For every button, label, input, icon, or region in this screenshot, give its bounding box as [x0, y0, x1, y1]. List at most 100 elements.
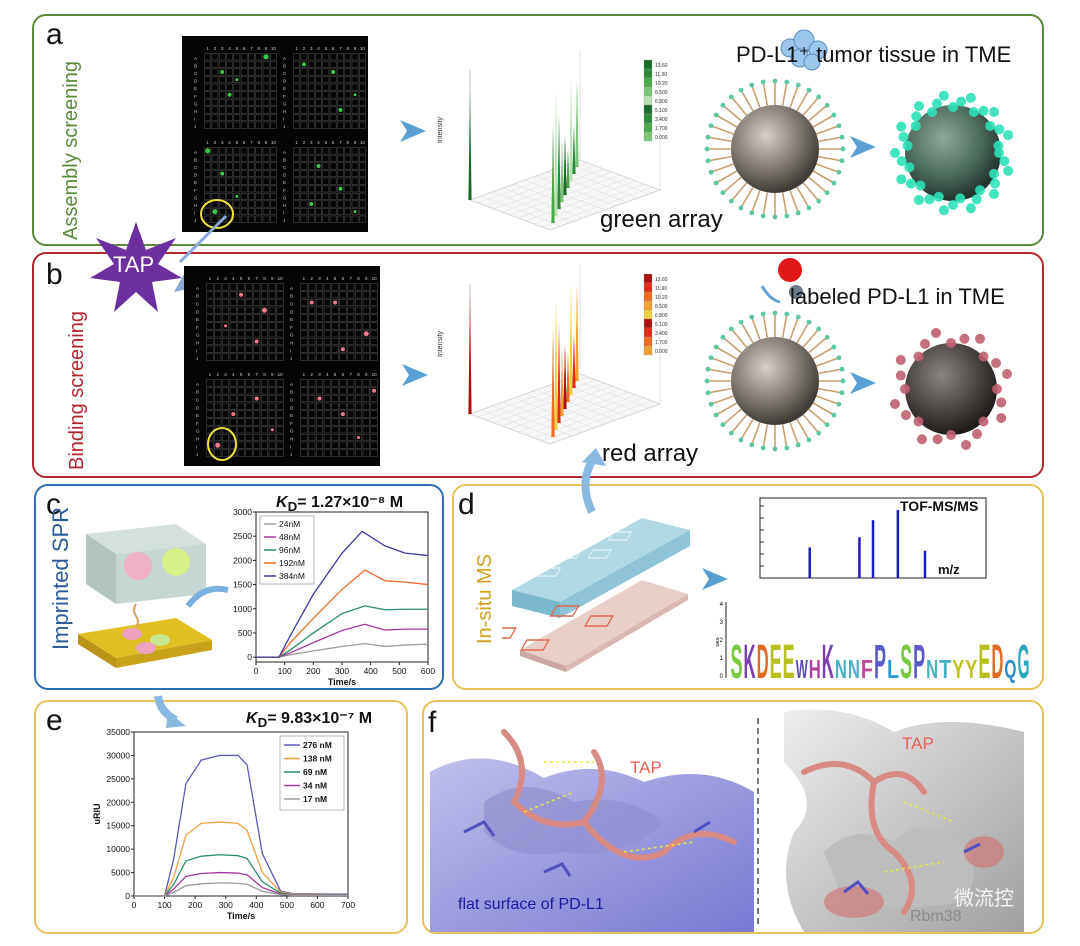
grid-cell [331, 418, 339, 426]
x-tick-label: 100 [157, 900, 171, 910]
bound-protein [948, 200, 958, 210]
grid-cell [293, 177, 300, 185]
grid-cell [255, 83, 263, 91]
grid-cell [253, 449, 261, 457]
grid-cell [329, 60, 337, 68]
grid-col-label: 9 [354, 140, 357, 145]
ms-title: TOF-MS/MS [900, 498, 979, 514]
grid-cell [253, 314, 261, 322]
grid-cell [344, 76, 352, 84]
grid-cell [315, 185, 322, 193]
grid-cell [237, 306, 245, 314]
grid-cell [337, 76, 344, 84]
grid-row-label: F [283, 94, 286, 99]
grid-cell [300, 121, 308, 129]
grid-cell [255, 208, 263, 216]
legend-box [279, 735, 345, 811]
grid-cell [214, 345, 222, 353]
grid-cell [307, 121, 315, 129]
ligand-head [749, 442, 755, 448]
grid-cell [262, 177, 270, 185]
grid-col-label: 1 [303, 372, 306, 377]
grid-cell [276, 410, 284, 418]
tissue-label-b: labeled PD-L1 in TME [790, 284, 1005, 309]
grid-cell [315, 418, 324, 426]
grid-cell [214, 283, 222, 291]
grid-cell [347, 394, 355, 403]
floor-gridline [535, 175, 617, 207]
legend-tick: 6.800 [655, 99, 668, 105]
grid-cell [226, 121, 233, 129]
grid-cell [339, 379, 347, 387]
grid-cell [229, 306, 237, 314]
grid-cell [226, 147, 233, 155]
grid-cell [344, 208, 352, 216]
grid-cell [233, 53, 241, 61]
grid-cell [359, 106, 366, 114]
grid-col-label: 4 [326, 276, 329, 281]
grid-cell [262, 200, 270, 208]
grid-cell [354, 426, 363, 434]
grid-cell [218, 147, 226, 155]
grid-cell [315, 162, 322, 170]
grid-cell [270, 76, 277, 84]
grid-cell [308, 402, 316, 410]
y-tick-label: 10000 [106, 844, 130, 854]
series-line [256, 623, 428, 658]
grid-cell [308, 291, 316, 299]
ligand-chain [812, 346, 835, 360]
ligand-chain [710, 124, 734, 135]
legend-tick: 5.100 [655, 108, 668, 114]
grid-cell [354, 337, 363, 346]
grid-cell [354, 314, 363, 322]
grid-row-label: E [194, 86, 197, 91]
legend-swatch [643, 291, 653, 302]
x-tick-label: 700 [341, 900, 355, 910]
grid-cell [237, 433, 245, 442]
grid-cell [359, 53, 366, 61]
grid-cell [354, 441, 363, 449]
grid-cell [206, 387, 214, 395]
legend-tick: 11.90 [655, 72, 667, 78]
grid-cell [300, 154, 308, 162]
grid-cell [253, 387, 261, 395]
legend-swatch [643, 104, 653, 115]
grid-cell [322, 177, 330, 185]
grid-cell [245, 291, 253, 299]
grid-cell [255, 170, 263, 178]
bound-protein [965, 203, 976, 214]
logo-tick-label: 2 [720, 638, 724, 644]
grid-cell [211, 106, 219, 114]
grid-cell [221, 337, 230, 346]
grid-cell [262, 154, 270, 162]
logo-letter: P [913, 636, 925, 684]
highlight-circle [200, 199, 234, 229]
grid-cell [370, 345, 378, 353]
grid-cell [339, 433, 347, 442]
grid-cell [300, 306, 308, 314]
grid-cell [354, 353, 363, 361]
grid-cell [344, 170, 352, 178]
grid-cell [214, 314, 222, 322]
grid-row-label: F [194, 188, 197, 193]
grid-cell [233, 83, 241, 91]
grid-cell [255, 114, 263, 122]
grid-cell [322, 154, 330, 162]
grid-cell [211, 208, 219, 216]
legend-tick: 5.100 [655, 322, 668, 328]
grid-cell [255, 185, 263, 193]
grid-cell [268, 291, 276, 299]
ligand-chain [710, 395, 734, 406]
grid-cell [370, 387, 378, 395]
ligand-chain [816, 163, 840, 174]
grid-col-label: 5 [325, 140, 328, 145]
grid-cell [240, 53, 248, 61]
grid-cell [322, 170, 330, 178]
grid-col-label: 10 [271, 140, 277, 145]
grid-cell [370, 298, 378, 307]
grid-cell [293, 91, 300, 99]
grid-cell [362, 387, 370, 395]
grid-cell [226, 192, 233, 200]
array-spot [340, 412, 345, 417]
grid-cell [344, 106, 352, 114]
